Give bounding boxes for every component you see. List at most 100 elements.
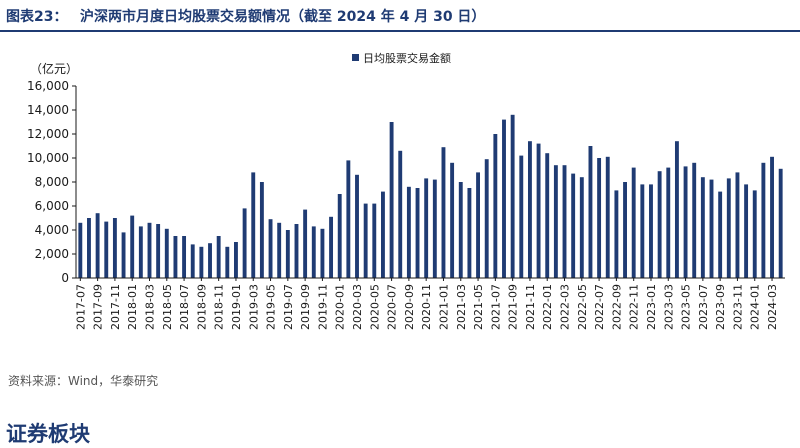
x-tick-label: 2018-09 <box>195 284 208 330</box>
x-tick-label: 2023-01 <box>645 284 658 330</box>
y-tick-label: 2,000 <box>35 247 69 261</box>
bar-2017-08 <box>87 218 91 278</box>
x-tick-label: 2019-05 <box>265 284 278 330</box>
x-tick-label: 2019-11 <box>316 284 329 330</box>
figure-title-bar: 图表23： 沪深两市月度日均股票交易额情况（截至 2024 年 4 月 30 日… <box>0 0 800 32</box>
bar-2022-03 <box>562 165 567 278</box>
x-tick-label: 2020-01 <box>334 284 347 330</box>
bar-2021-03 <box>458 182 463 278</box>
y-tick-label: 12,000 <box>27 127 69 141</box>
x-tick-label: 2018-11 <box>213 284 226 330</box>
y-tick-label: 8,000 <box>35 175 69 189</box>
bar-2023-10 <box>726 178 731 278</box>
x-tick-label: 2024-01 <box>749 284 762 330</box>
chart-legend: 日均股票交易金额 <box>352 51 451 65</box>
legend-label: 日均股票交易金额 <box>363 51 451 65</box>
x-tick-label: 2020-07 <box>386 284 399 330</box>
bar-2018-09 <box>199 246 204 278</box>
x-tick-label: 2018-07 <box>178 284 191 330</box>
bar-2021-09 <box>510 114 515 278</box>
x-tick-label: 2022-01 <box>541 284 554 330</box>
bar-2023-12 <box>744 184 749 278</box>
bar-2020-03 <box>355 174 359 278</box>
x-tick-label: 2018-05 <box>161 284 174 330</box>
x-tick-label: 2022-07 <box>593 284 606 330</box>
x-tick-label: 2021-07 <box>489 284 502 330</box>
y-tick-label: 10,000 <box>27 151 69 165</box>
bar-2019-11 <box>320 228 325 278</box>
bar-2021-08 <box>502 119 506 278</box>
x-tick-label: 2023-07 <box>697 284 710 330</box>
x-tick-label: 2023-09 <box>714 284 727 330</box>
x-tick-label: 2017-07 <box>74 284 87 330</box>
bar-2019-10 <box>311 226 316 278</box>
bar-2020-10 <box>415 188 420 278</box>
bar-2019-06 <box>277 222 282 278</box>
bar-2018-07 <box>182 236 187 278</box>
x-tick-label: 2018-03 <box>143 284 156 330</box>
bar-2019-01 <box>234 242 238 278</box>
bar-2018-06 <box>173 236 178 278</box>
x-tick-label: 2019-03 <box>247 284 260 330</box>
y-tick-label: 14,000 <box>27 103 69 117</box>
x-tick-label: 2020-11 <box>420 284 433 330</box>
bar-2018-04 <box>156 224 161 278</box>
x-tick-label: 2021-01 <box>437 284 450 330</box>
bar-2020-06 <box>381 191 385 278</box>
x-tick-label: 2019-07 <box>282 284 295 330</box>
bar-2019-08 <box>294 224 299 278</box>
bar-2023-05 <box>683 166 688 278</box>
bar-2023-07 <box>700 177 705 278</box>
bar-2021-05 <box>476 172 480 278</box>
bar-2020-01 <box>337 194 342 278</box>
bar-2019-04 <box>259 182 264 278</box>
bar-2018-12 <box>225 246 230 278</box>
bar-2022-08 <box>605 156 610 278</box>
x-tick-label: 2021-03 <box>455 284 468 330</box>
bar-2021-11 <box>527 141 532 278</box>
bar-2023-06 <box>692 162 697 278</box>
bar-2017-07 <box>78 222 83 278</box>
bar-2018-03 <box>147 222 152 278</box>
bar-2017-11 <box>112 218 117 278</box>
bar-2022-01 <box>545 153 550 278</box>
bar-2020-12 <box>432 179 437 278</box>
section-heading: 证券板块 <box>6 421 90 446</box>
x-tick-label: 2022-03 <box>559 284 572 330</box>
bar-2022-09 <box>614 190 619 278</box>
y-tick-label: 16,000 <box>27 79 69 93</box>
x-tick-label: 2017-11 <box>109 284 122 330</box>
bar-2024-04 <box>778 168 783 278</box>
bar-2020-04 <box>363 203 368 278</box>
y-tick-label: 6,000 <box>35 199 69 213</box>
bar-2021-12 <box>536 143 541 278</box>
bar-2018-05 <box>164 228 169 278</box>
bar-2019-12 <box>329 216 334 278</box>
bar-2019-07 <box>285 230 290 278</box>
x-tick-label: 2023-05 <box>680 284 693 330</box>
bar-2019-05 <box>268 219 273 278</box>
x-tick-label: 2018-01 <box>126 284 139 330</box>
bar-2023-03 <box>666 167 671 278</box>
bar-2021-04 <box>467 188 472 278</box>
bar-2023-08 <box>709 179 714 278</box>
bar-2018-08 <box>190 244 195 278</box>
bar-2020-09 <box>406 186 411 278</box>
x-tick-label: 2021-05 <box>472 284 485 330</box>
bar-2022-11 <box>631 167 636 278</box>
bar-2022-05 <box>579 177 584 278</box>
bar-2021-01 <box>441 147 446 278</box>
bar-2021-06 <box>484 159 489 278</box>
bar-chart: （亿元） 日均股票交易金额 0 2,000 4,000 6,000 8,000 10,00… <box>27 51 785 330</box>
x-tick-label: 2022-11 <box>628 284 641 330</box>
bar-2023-01 <box>649 184 653 278</box>
bar-2022-10 <box>623 182 627 278</box>
bar-2022-07 <box>597 158 602 278</box>
bar-2020-07 <box>389 122 394 278</box>
legend-swatch <box>352 54 359 61</box>
bar-2020-02 <box>346 160 351 278</box>
x-tick-label: 2019-01 <box>230 284 243 330</box>
bar-2017-12 <box>121 232 126 278</box>
bars-group <box>78 114 783 278</box>
x-tick-label: 2020-05 <box>368 284 381 330</box>
